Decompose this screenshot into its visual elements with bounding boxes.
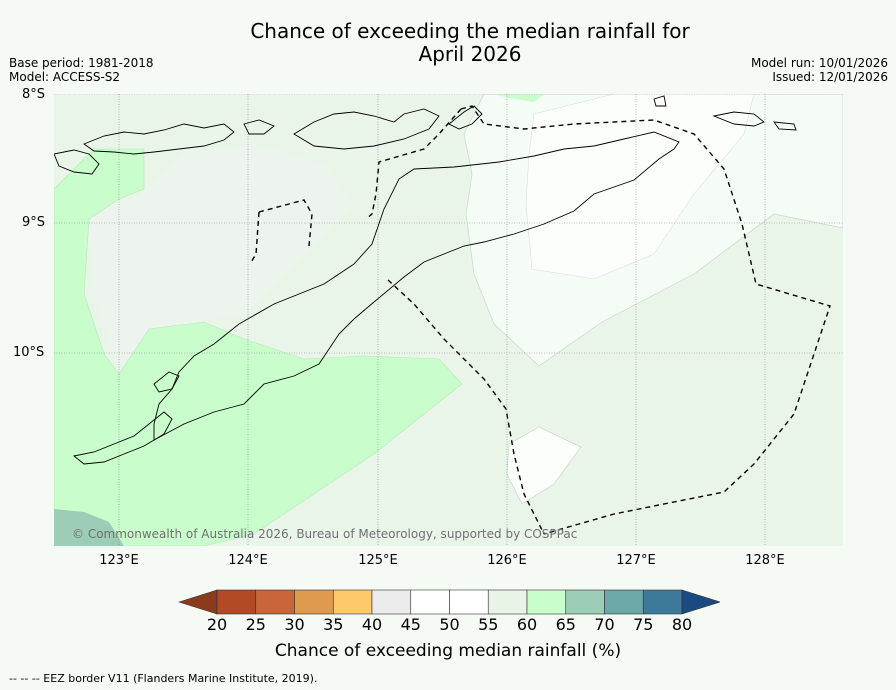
colorbar-tick-50: 50 (439, 615, 460, 634)
field-60-65 (54, 148, 463, 546)
colorbar-extend-low (178, 589, 218, 615)
eez-footnote: -- -- -- EEZ border V11 (Flanders Marine… (9, 672, 318, 685)
colorbar-extend-high (681, 589, 720, 615)
lat-label-8s: 8°S (22, 87, 46, 102)
issued-date: Issued: 12/01/2026 (772, 70, 888, 84)
coastlines (54, 95, 797, 465)
colorbar-cell-25 (255, 589, 295, 615)
lon-label-124e: 124°E (228, 553, 268, 568)
colorbar-cell-60 (526, 589, 567, 615)
colorbar-cell-65 (565, 589, 605, 615)
field-60-north (494, 94, 544, 102)
colorbar-cell-35 (332, 589, 373, 615)
colorbar-cell-45 (410, 589, 450, 615)
colorbar-tick-20: 20 (206, 615, 228, 634)
model-run: Model run: 10/01/2026 (750, 56, 888, 70)
colorbar-tick-65: 65 (555, 615, 576, 634)
lon-label-123e: 123°E (99, 553, 139, 568)
colorbar-tick-55: 55 (478, 615, 499, 634)
colorbar-cells (178, 589, 720, 615)
field-65-70 (54, 509, 124, 546)
lat-label-10s: 10°S (13, 345, 45, 360)
colorbar-tick-45: 45 (400, 615, 421, 634)
colorbar-tick-40: 40 (361, 615, 383, 634)
field-gray-west (84, 144, 354, 374)
colorbar-cell-30 (294, 589, 334, 615)
map-title: Chance of exceeding the median rainfall … (250, 19, 690, 66)
model-name: Model: ACCESS-S2 (9, 70, 121, 84)
meta-left: Base period: 1981-2018 Model: ACCESS-S2 (9, 56, 154, 84)
lat-label-9s: 9°S (22, 215, 46, 230)
colorbar-cell-70 (604, 589, 644, 615)
colorbar-cell-50 (449, 589, 489, 615)
colorbar-cell-55 (487, 589, 528, 615)
base-period: Base period: 1981-2018 (9, 56, 154, 70)
rainfall-map (54, 94, 843, 546)
lon-label-128e: 128°E (745, 553, 785, 568)
copyright-notice: © Commonwealth of Australia 2026, Bureau… (72, 527, 578, 541)
colorbar-tick-60: 60 (516, 615, 538, 634)
meta-right: Model run: 10/01/2026 Issued: 12/01/2026 (751, 56, 888, 84)
lon-label-126e: 126°E (487, 553, 527, 568)
lon-label-125e: 125°E (358, 553, 398, 568)
colorbar-tick-80: 80 (671, 615, 693, 634)
colorbar-tick-25: 25 (245, 615, 266, 634)
field-50-inner (525, 94, 755, 280)
colorbar-tick-70: 70 (594, 615, 615, 634)
colorbar-cell-75 (642, 589, 683, 615)
colorbar-label: Chance of exceeding median rainfall (%) (274, 641, 622, 661)
colorbar-cell-40 (371, 589, 412, 615)
colorbar-tick-35: 35 (323, 615, 344, 634)
colorbar-tick-30: 30 (284, 615, 305, 634)
colorbar-cell-20 (216, 589, 257, 615)
lon-label-127e: 127°E (616, 553, 656, 568)
colorbar (178, 589, 720, 615)
eez-border (249, 105, 831, 535)
colorbar-tick-75: 75 (633, 615, 654, 634)
